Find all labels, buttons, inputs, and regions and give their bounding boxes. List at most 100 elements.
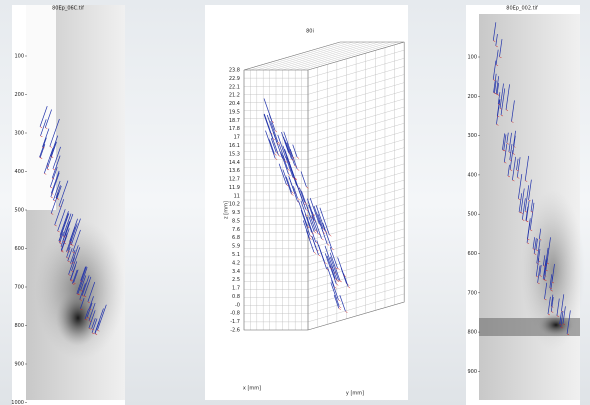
z-tick-label: 21.2	[229, 93, 240, 99]
vector	[493, 73, 497, 93]
vector-tip	[67, 260, 70, 263]
vector	[337, 257, 345, 276]
z-tick-label: 11.9	[229, 185, 240, 191]
vector-tip	[79, 299, 82, 301]
vector	[502, 133, 506, 150]
vector-tip	[518, 198, 521, 200]
vector	[56, 185, 62, 199]
grid-line	[263, 41, 360, 71]
vector	[560, 310, 564, 328]
middle-panel: 80i z [mm] x [mm] y [mm] 23.8 22.9 22.1 21.…	[205, 5, 408, 400]
vector-tip	[334, 286, 337, 289]
vector	[317, 213, 324, 229]
vector-tip	[278, 155, 281, 157]
vector-tip	[89, 308, 92, 311]
vector-tip	[51, 156, 54, 158]
z-tick-label: 22.1	[229, 84, 240, 90]
vector-tip	[284, 160, 288, 163]
vector-tip	[338, 299, 341, 302]
vector-tip	[528, 199, 531, 202]
vector	[62, 213, 72, 237]
vector-tip	[530, 211, 534, 213]
vector-tip	[324, 230, 328, 233]
vector	[50, 170, 60, 194]
vector	[527, 218, 531, 239]
vector	[49, 166, 58, 188]
vector-tip	[498, 103, 501, 106]
z-tick-label: 17	[234, 135, 240, 141]
vector	[503, 134, 507, 151]
vector	[500, 88, 506, 116]
vector	[492, 22, 497, 41]
z-tick-label: 23.8	[229, 68, 240, 74]
vector-tip	[335, 267, 338, 270]
vector-tip	[306, 186, 309, 189]
left-panel: 80Ep_06C.tif 100 200 300 400 500 600 700 800 900…	[11, 5, 125, 405]
vector	[52, 146, 61, 169]
vector	[497, 92, 501, 105]
y-tick-label: 300	[467, 133, 477, 139]
grid-line	[256, 41, 354, 71]
z-tick-label: 15.3	[229, 151, 240, 157]
plot-title: 80i	[306, 29, 314, 35]
vector	[69, 218, 78, 242]
vector	[494, 80, 497, 94]
vector	[278, 144, 286, 162]
vector	[319, 207, 330, 235]
vector	[281, 132, 290, 154]
vector	[520, 188, 525, 213]
vector-tip	[291, 191, 294, 194]
vector	[549, 274, 553, 288]
vector-tip	[46, 165, 49, 167]
z-tick-label: 7.6	[232, 227, 240, 233]
vector	[51, 155, 61, 179]
vector	[516, 158, 519, 170]
vector	[300, 210, 311, 236]
vector	[39, 144, 46, 158]
x-axis-label: x [mm]	[243, 386, 261, 392]
z-tick-label: 10.2	[229, 202, 240, 208]
vector-tip	[82, 295, 85, 297]
grid-line	[282, 41, 379, 71]
vector	[524, 155, 529, 181]
vector-tip	[44, 173, 47, 175]
grid-line	[295, 41, 392, 71]
vector	[88, 296, 94, 309]
vector-tip	[87, 301, 90, 304]
vector-tip	[556, 315, 560, 317]
vector	[315, 205, 326, 231]
z-tick-label: 13.6	[229, 168, 240, 174]
vector-tip	[292, 177, 296, 180]
vector	[505, 84, 510, 110]
vector-tip	[291, 158, 294, 161]
z-tick-label: 16.1	[229, 143, 240, 149]
vector-tip	[39, 126, 43, 128]
vector	[329, 252, 336, 268]
grid-line	[288, 41, 386, 71]
vector-tip	[512, 179, 515, 182]
y-tick-label: 700	[14, 285, 24, 291]
y-tick-label: 600	[467, 251, 477, 257]
y-tick-label: 400	[14, 169, 24, 175]
z-tick-label: 6.8	[232, 235, 240, 241]
vector-tip	[58, 240, 61, 243]
vector	[270, 138, 277, 153]
vector	[59, 211, 69, 236]
vector	[97, 304, 107, 331]
vector-tip	[69, 241, 72, 244]
vector	[68, 257, 75, 275]
vector-tip	[275, 158, 278, 160]
vector	[327, 267, 335, 287]
vector	[268, 139, 275, 155]
vector-tip	[287, 168, 290, 171]
vector	[335, 268, 341, 281]
vector	[512, 135, 516, 154]
vector	[81, 275, 90, 296]
vector	[62, 221, 70, 242]
vector-tip	[331, 248, 334, 250]
vector-tip	[71, 244, 74, 246]
image-title: 80Ep_06C.tif	[52, 6, 84, 12]
vector-tip	[345, 311, 348, 313]
vector-tip	[337, 268, 340, 270]
vector-tip	[496, 94, 500, 96]
